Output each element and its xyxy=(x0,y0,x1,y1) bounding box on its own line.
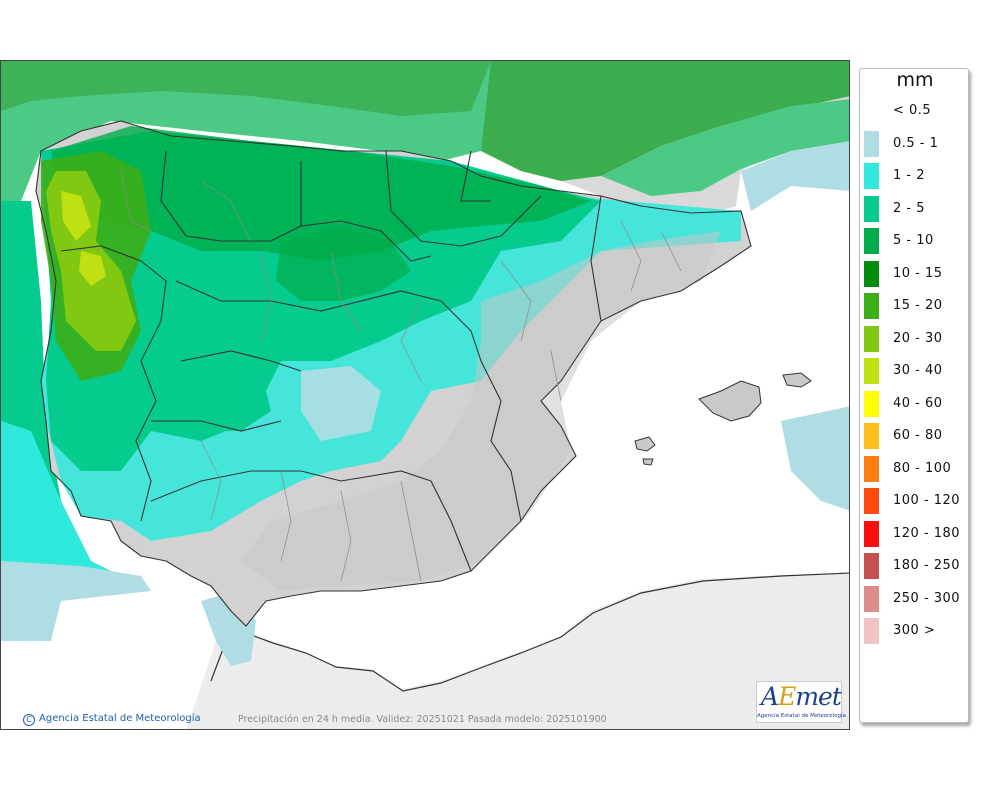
precip-land-center xyxy=(276,226,411,301)
legend-swatch xyxy=(864,553,879,579)
legend-entry: 15 - 20 xyxy=(864,293,968,319)
legend-swatch xyxy=(864,618,879,644)
legend-swatch xyxy=(864,163,879,189)
legend-swatch xyxy=(864,293,879,319)
legend-label: 30 - 40 xyxy=(893,363,943,378)
legend-entry: 2 - 5 xyxy=(864,195,968,222)
legend-entry: 60 - 80 xyxy=(864,423,968,449)
legend-entry: 20 - 30 xyxy=(864,325,968,352)
precip-sea-atlantic-cyan xyxy=(1,421,131,591)
legend-label: 40 - 60 xyxy=(893,395,943,411)
legend-label: 300 > xyxy=(893,623,936,638)
legend-entry: 120 - 180 xyxy=(864,520,968,547)
legend-swatch xyxy=(864,98,879,124)
aemet-logo-subtext: Agencia Estatal de Meteorología xyxy=(757,713,846,719)
aemet-logo-word: AEmet xyxy=(761,682,842,711)
precip-sea-light-east xyxy=(781,406,849,511)
legend-swatch xyxy=(864,585,879,612)
precip-land-southeast-light xyxy=(301,366,381,441)
precip-land-south-green xyxy=(151,351,271,431)
legend-swatch xyxy=(864,358,879,384)
legend-label: 0.5 - 1 xyxy=(893,135,939,151)
precipitation-legend: mm < 0.5 0.5 - 1 1 - 2 2 - 5 5 - 10 10 - 15 15… xyxy=(859,68,969,723)
africa-coast xyxy=(210,572,849,692)
legend-swatch xyxy=(864,325,879,352)
aemet-credit: C Agencia Estatal de Meteorología xyxy=(23,713,201,726)
legend-entry: 80 - 100 xyxy=(864,455,968,482)
legend-swatch xyxy=(864,423,879,449)
legend-unit: mm xyxy=(896,69,934,91)
menorca xyxy=(782,372,812,388)
legend-swatch xyxy=(864,195,879,222)
legend-label: 120 - 180 xyxy=(893,525,961,541)
legend-swatch xyxy=(864,455,879,482)
legend-label: 80 - 100 xyxy=(893,460,952,476)
map-canvas xyxy=(1,61,849,729)
credit-text: Agencia Estatal de Meteorología xyxy=(39,713,201,724)
mallorca xyxy=(698,380,762,422)
legend-swatch xyxy=(864,130,879,157)
legend-label: 15 - 20 xyxy=(893,298,943,313)
legend-label: 250 - 300 xyxy=(893,590,961,606)
africa-land xyxy=(186,573,849,729)
aemet-logo: AEmet Agencia Estatal de Meteorología xyxy=(756,681,846,723)
legend-label: 20 - 30 xyxy=(893,330,943,346)
legend-label: 5 - 10 xyxy=(893,233,934,248)
precip-sea-gulf xyxy=(481,61,849,181)
legend-entry: 180 - 250 xyxy=(864,553,968,579)
legend-entry: 40 - 60 xyxy=(864,390,968,417)
legend-swatch xyxy=(864,488,879,514)
legend-swatch xyxy=(864,390,879,417)
legend-entry: 5 - 10 xyxy=(864,228,968,254)
legend-entry: 30 - 40 xyxy=(864,358,968,384)
legend-label: 10 - 15 xyxy=(893,265,943,281)
legend-label: 60 - 80 xyxy=(893,428,943,443)
legend-swatch xyxy=(864,228,879,254)
legend-swatch xyxy=(864,260,879,287)
province-borders xyxy=(120,170,682,582)
legend-entry: 100 - 120 xyxy=(864,488,968,514)
legend-entry: 1 - 2 xyxy=(864,163,968,189)
legend-entry: 10 - 15 xyxy=(864,260,968,287)
precip-land-yellow xyxy=(61,191,106,286)
ibiza xyxy=(634,436,656,452)
copyright-icon: C xyxy=(23,714,35,726)
precip-sea-north-dark xyxy=(1,61,491,116)
precip-sea-light-catalan xyxy=(741,141,849,211)
precipitation-map: C Agencia Estatal de Meteorología Precipi… xyxy=(0,60,850,730)
precip-land-mid xyxy=(51,126,591,261)
legend-swatch xyxy=(864,520,879,547)
legend-label: < 0.5 xyxy=(893,103,932,118)
legend-entry: 0.5 - 1 xyxy=(864,130,968,157)
legend-entry: 300 > xyxy=(864,618,968,644)
precip-sea-gulf-light xyxy=(601,99,849,196)
region-borders xyxy=(35,120,752,627)
legend-label: 100 - 120 xyxy=(893,493,961,508)
legend-label: 180 - 250 xyxy=(893,558,961,573)
legend-label: 2 - 5 xyxy=(893,200,925,216)
legend-entry: < 0.5 xyxy=(864,98,968,124)
formentera xyxy=(642,458,654,466)
map-caption: Precipitación en 24 h media. Validez: 20… xyxy=(238,714,607,725)
legend-label: 1 - 2 xyxy=(893,168,925,183)
legend-entry: 250 - 300 xyxy=(864,585,968,612)
precip-sea-light-sw xyxy=(1,561,151,641)
